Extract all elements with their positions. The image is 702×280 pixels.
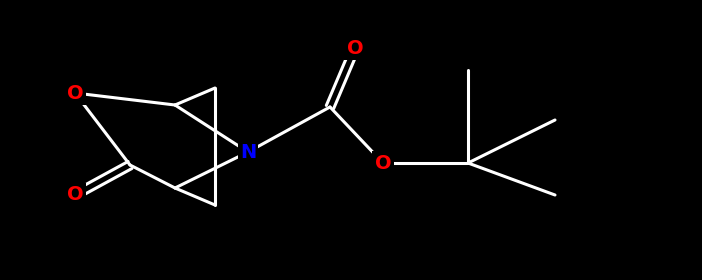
Text: O: O — [347, 39, 364, 57]
Text: O: O — [67, 186, 84, 204]
Text: O: O — [375, 153, 391, 172]
Text: O: O — [67, 83, 84, 102]
Text: N: N — [240, 143, 256, 162]
